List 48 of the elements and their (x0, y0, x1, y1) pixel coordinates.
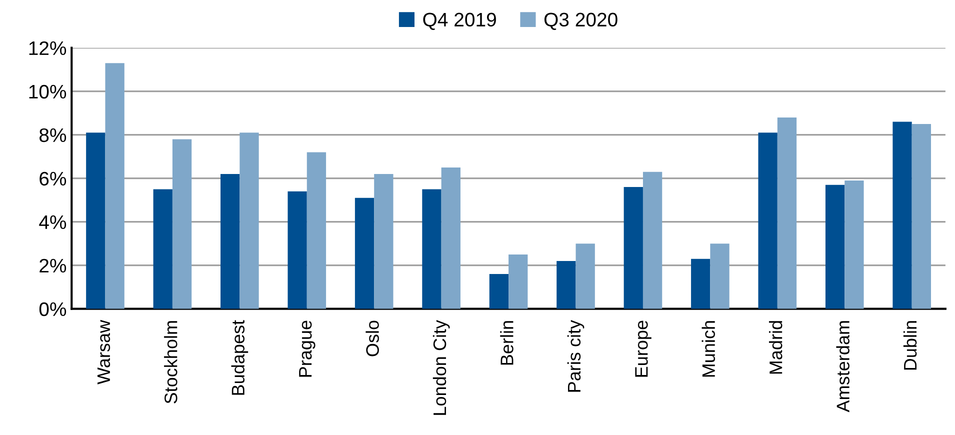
y-tick-label: 12% (29, 41, 66, 56)
bar (172, 139, 192, 309)
bar (777, 117, 797, 309)
bar (306, 152, 326, 309)
x-tick-label: Munich (702, 321, 716, 377)
x-tick-label: Europe (635, 320, 652, 377)
bar (508, 254, 528, 309)
bar (556, 261, 576, 309)
x-tick-label: Amsterdam (836, 321, 850, 412)
bar (422, 189, 442, 309)
bar (576, 244, 595, 309)
bar (354, 198, 374, 309)
y-tick-label: 8% (40, 128, 66, 142)
y-tick-label: 4% (39, 215, 66, 230)
legend-label: Q3 2020 (544, 12, 618, 30)
bar (892, 122, 912, 309)
x-tick-label: London City (432, 320, 450, 415)
x-tick-label: Oslo (366, 320, 379, 356)
bar (624, 187, 643, 309)
bar (441, 167, 460, 309)
x-tick-label: Budapest (231, 320, 248, 395)
x-tick-label: Madrid (768, 321, 782, 374)
bar (374, 174, 394, 309)
y-tick-label: 0% (39, 302, 66, 316)
y-tick-label: 10% (29, 84, 66, 99)
x-tick-label: Berlin (500, 321, 514, 365)
x-tick-label: Warsaw (97, 320, 110, 384)
bar (844, 180, 864, 309)
x-tick-label: Stockholm (164, 321, 178, 404)
bar (912, 124, 931, 309)
bar (758, 132, 778, 309)
bar (240, 132, 259, 309)
x-tick-label: Paris city (567, 320, 584, 392)
bar (825, 184, 845, 309)
bar (153, 189, 172, 309)
bar (105, 63, 124, 309)
bar (288, 191, 307, 309)
bar (86, 132, 106, 309)
x-tick-label: Dublin (903, 321, 917, 370)
y-tick-label: 2% (40, 258, 66, 273)
bar (489, 274, 509, 309)
bar (642, 172, 662, 309)
bar (220, 174, 240, 309)
x-tick-label: Prague (299, 320, 316, 377)
legend-label: Q4 2019 (423, 12, 496, 30)
bar (691, 258, 710, 309)
y-tick-label: 6% (40, 172, 66, 186)
bar (710, 244, 730, 309)
